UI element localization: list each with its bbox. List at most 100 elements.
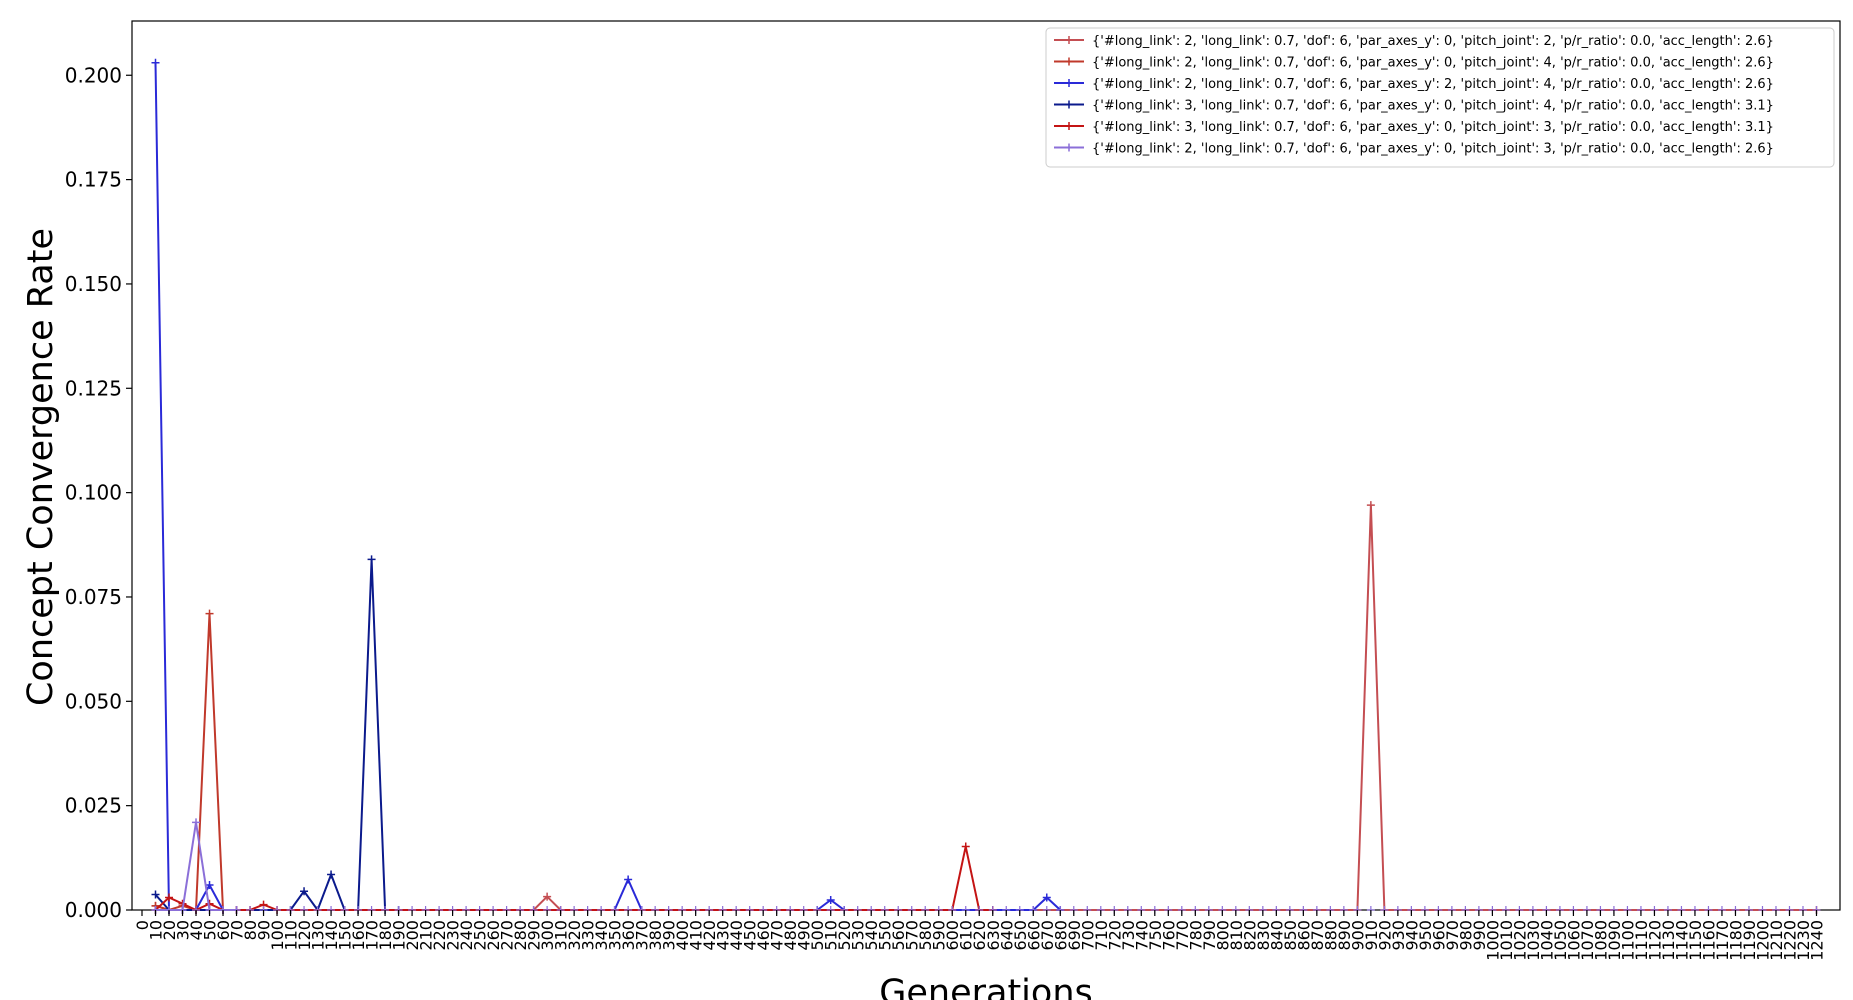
x-tick-label: 90 <box>255 920 274 940</box>
x-tick-label: 160 <box>349 920 368 951</box>
x-tick-label: 850 <box>1281 920 1300 951</box>
y-tick-label: 0.050 <box>65 689 122 713</box>
x-tick-label: 580 <box>916 920 935 951</box>
x-tick-label: 410 <box>687 920 706 951</box>
x-tick-label: 390 <box>660 920 679 951</box>
x-tick-label: 340 <box>592 920 611 951</box>
legend-item: {'#long_link': 2, 'long_link': 0.7, 'dof… <box>1054 77 1774 92</box>
x-tick-label: 1060 <box>1564 920 1583 961</box>
x-tick-label: 180 <box>376 920 395 951</box>
x-tick-label: 550 <box>876 920 895 951</box>
x-tick-label: 80 <box>241 920 260 940</box>
x-tick-label: 920 <box>1375 920 1394 951</box>
x-tick-label: 470 <box>768 920 787 951</box>
x-tick-label: 870 <box>1308 920 1327 951</box>
y-tick-label: 0.125 <box>65 376 122 400</box>
x-tick-label: 1240 <box>1807 920 1826 961</box>
x-tick-label: 810 <box>1227 920 1246 951</box>
x-tick-label: 950 <box>1416 920 1435 951</box>
x-tick-label: 1090 <box>1605 920 1624 961</box>
data-point-marker <box>327 870 336 879</box>
x-tick-label: 10 <box>147 920 166 940</box>
legend-marker <box>1065 79 1073 87</box>
x-tick-label: 730 <box>1119 920 1138 951</box>
data-point-marker <box>624 875 633 884</box>
x-tick-label: 890 <box>1335 920 1354 951</box>
x-tick-label: 1170 <box>1713 920 1732 961</box>
x-tick-label: 960 <box>1429 920 1448 951</box>
x-tick-label: 170 <box>363 920 382 951</box>
x-tick-label: 360 <box>619 920 638 951</box>
series-3 <box>151 58 1065 914</box>
data-point-marker <box>205 609 214 618</box>
x-tick-label: 670 <box>1038 920 1057 951</box>
x-tick-label: 130 <box>309 920 328 951</box>
x-tick-label: 100 <box>268 920 287 951</box>
x-tick-label: 400 <box>673 920 692 951</box>
x-tick-label: 0 <box>133 920 152 930</box>
legend-marker <box>1065 57 1073 66</box>
y-axis-title: Concept Convergence Rate <box>21 228 61 706</box>
legend-item: {'#long_link': 2, 'long_link': 0.7, 'dof… <box>1054 56 1774 71</box>
legend-label: {'#long_link': 3, 'long_link': 0.7, 'dof… <box>1092 120 1774 135</box>
x-tick-label: 20 <box>160 920 179 940</box>
x-tick-label: 330 <box>579 920 598 951</box>
series-line <box>154 62 1061 911</box>
x-tick-label: 380 <box>646 920 665 951</box>
series-line <box>155 505 1817 911</box>
x-tick-label: 600 <box>943 920 962 951</box>
x-tick-label: 860 <box>1294 920 1313 951</box>
x-tick-label: 60 <box>214 920 233 940</box>
x-tick-label: 1000 <box>1483 920 1502 961</box>
x-tick-label: 910 <box>1362 920 1381 951</box>
x-tick-label: 900 <box>1348 920 1367 951</box>
legend-label: {'#long_link': 3, 'long_link': 0.7, 'dof… <box>1092 99 1774 114</box>
x-tick-label: 70 <box>228 920 247 940</box>
y-tick-label: 0.175 <box>65 168 122 192</box>
legend-label: {'#long_link': 2, 'long_link': 0.7, 'dof… <box>1092 34 1774 49</box>
x-tick-label: 50 <box>201 920 220 940</box>
x-tick-label: 840 <box>1267 920 1286 951</box>
x-tick-label: 610 <box>957 920 976 951</box>
x-tick-label: 320 <box>565 920 584 951</box>
x-tick-label: 1200 <box>1753 920 1772 961</box>
data-point-marker <box>1042 893 1051 902</box>
x-tick-label: 420 <box>700 920 719 951</box>
legend-marker <box>1065 36 1073 44</box>
x-tick-label: 740 <box>1132 920 1151 951</box>
x-tick-label: 990 <box>1470 920 1489 951</box>
x-tick-label: 760 <box>1159 920 1178 951</box>
x-tick-label: 440 <box>727 920 746 951</box>
x-tick-label: 620 <box>970 920 989 951</box>
x-tick-label: 250 <box>471 920 490 951</box>
x-tick-label: 690 <box>1065 920 1084 951</box>
x-tick-label: 1110 <box>1632 920 1651 961</box>
legend-marker <box>1065 122 1073 130</box>
x-tick-label: 270 <box>498 920 517 951</box>
x-tick-label: 1180 <box>1726 920 1745 961</box>
x-tick-label: 1070 <box>1578 920 1597 961</box>
x-tick-label: 830 <box>1254 920 1273 951</box>
data-point-marker <box>826 895 835 904</box>
data-point-marker <box>300 887 309 896</box>
legend-item: {'#long_link': 3, 'long_link': 0.7, 'dof… <box>1054 120 1774 135</box>
x-tick-label: 450 <box>741 920 760 951</box>
x-tick-label: 230 <box>444 920 463 951</box>
y-tick-label: 0.150 <box>65 272 122 296</box>
legend: {'#long_link': 2, 'long_link': 0.7, 'dof… <box>1045 27 1835 168</box>
x-tick-label: 780 <box>1186 920 1205 951</box>
x-tick-label: 970 <box>1443 920 1462 951</box>
legend-box <box>1045 27 1835 168</box>
legend-item: {'#long_link': 2, 'long_link': 0.7, 'dof… <box>1054 142 1774 157</box>
data-point-marker <box>192 818 201 827</box>
y-tick-label: 0.025 <box>65 794 122 818</box>
x-tick-label: 630 <box>984 920 1003 951</box>
x-tick-label: 1140 <box>1672 920 1691 961</box>
legend-marker <box>1065 143 1073 152</box>
x-tick-label: 280 <box>511 920 530 951</box>
x-tick-label: 570 <box>903 920 922 951</box>
series-line <box>154 559 399 913</box>
x-tick-label: 120 <box>295 920 314 951</box>
x-tick-label: 460 <box>754 920 773 951</box>
